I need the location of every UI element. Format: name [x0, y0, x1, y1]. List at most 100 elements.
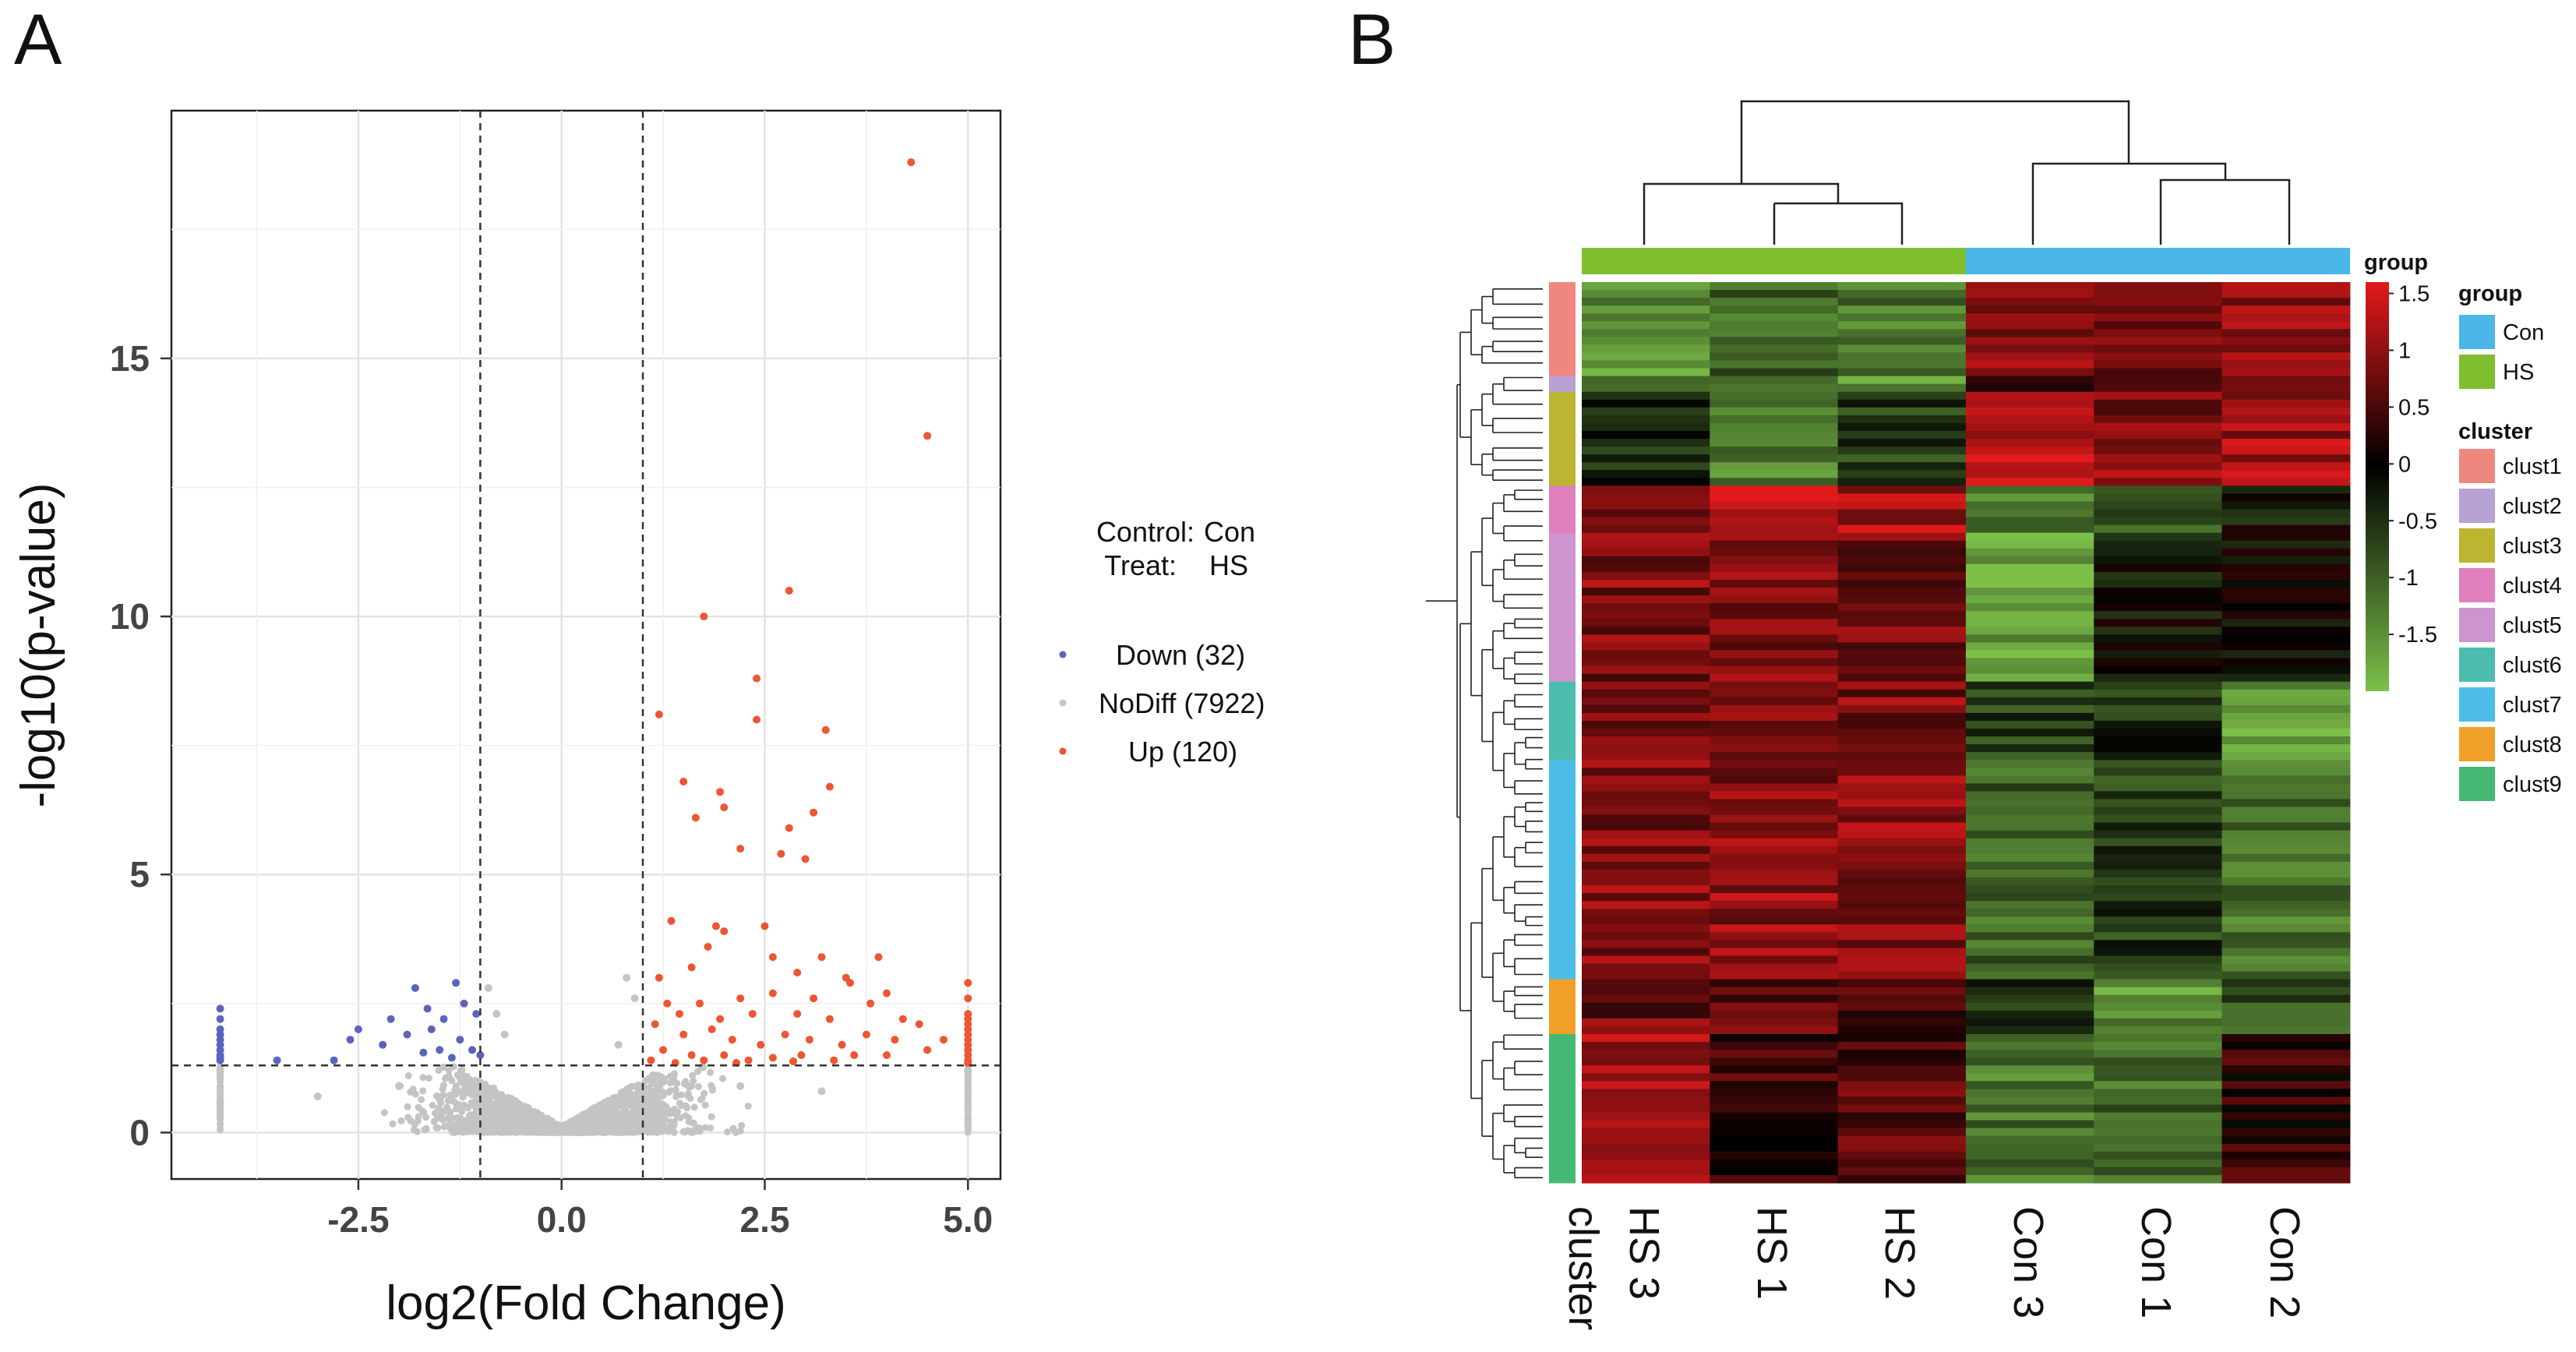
- heatmap-cell: [1582, 853, 1710, 863]
- nodiff-point: [640, 1093, 648, 1101]
- up-point: [720, 927, 729, 936]
- heatmap-cell: [1837, 383, 1967, 393]
- down-point: [472, 1010, 481, 1018]
- heatmap-cell: [1965, 1042, 2094, 1050]
- down-point: [411, 983, 419, 992]
- cluster-legend-swatch: [2459, 489, 2495, 523]
- heatmap-cell: [1710, 1120, 1839, 1129]
- cluster-annotation-clust1: [1549, 282, 1576, 377]
- color-scale-tick-label: -1.5: [2398, 623, 2437, 648]
- heatmap-cell: [1965, 642, 2094, 651]
- heatmap-cell: [2221, 963, 2351, 973]
- heatmap-cell: [1710, 329, 1839, 337]
- heatmap-cell: [1582, 619, 1710, 627]
- heatmap-cell: [1965, 728, 2094, 737]
- heatmap-cell: [1582, 783, 1710, 792]
- heatmap-cell: [1965, 462, 2094, 471]
- heatmap-cell: [1965, 909, 2094, 917]
- nodiff-point: [445, 1114, 453, 1122]
- heatmap-cell: [1965, 681, 2094, 690]
- nodiff-point: [216, 1066, 224, 1075]
- heatmap-cell: [1965, 924, 2094, 933]
- nodiff-point: [468, 1084, 475, 1092]
- heatmap-cell: [1965, 673, 2094, 683]
- heatmap-cell: [1965, 1143, 2094, 1153]
- heatmap-cell: [1710, 760, 1839, 768]
- heatmap-cell: [1837, 454, 1967, 463]
- heatmap-cell: [1965, 869, 2094, 878]
- nodiff-point: [665, 1089, 672, 1096]
- nodiff-point: [395, 1082, 404, 1090]
- heatmap-cell: [1837, 415, 1967, 424]
- heatmap-cell: [1710, 485, 1839, 495]
- up-point: [757, 1040, 765, 1049]
- nodiff-point: [451, 1128, 458, 1136]
- nodiff-point: [433, 1114, 441, 1122]
- nodiff-point: [436, 1110, 444, 1117]
- heatmap-cell: [2221, 736, 2351, 745]
- heatmap-cell: [1710, 579, 1839, 588]
- heatmap-cell: [1582, 658, 1710, 667]
- group-bar-con: [1966, 248, 2350, 274]
- nodiff-point: [650, 1103, 658, 1111]
- up-point: [964, 979, 972, 987]
- heatmap-cell: [1710, 407, 1839, 416]
- heatmap-cell: [2221, 290, 2351, 298]
- nodiff-point: [658, 1100, 666, 1108]
- nodiff-point: [472, 1116, 480, 1124]
- heatmap-cell: [1710, 940, 1839, 949]
- heatmap-cell: [2221, 1143, 2351, 1153]
- heatmap-cell: [1582, 634, 1710, 643]
- heatmap-cell: [1965, 447, 2094, 455]
- heatmap-cell: [1965, 861, 2094, 870]
- heatmap-cell: [1965, 1135, 2094, 1145]
- up-point: [708, 1025, 716, 1033]
- heatmap-cell: [1582, 454, 1710, 463]
- up-point: [810, 808, 818, 817]
- nodiff-point: [964, 1074, 972, 1082]
- heatmap-cell: [1837, 916, 1967, 925]
- heatmap-cell: [1965, 814, 2094, 824]
- down-point: [439, 1015, 448, 1023]
- heatmap-cell: [2094, 509, 2223, 518]
- heatmap-cell: [2221, 439, 2351, 447]
- heatmap-cell: [1965, 799, 2094, 808]
- heatmap-cell: [2221, 885, 2351, 894]
- nodiff-point: [744, 1103, 752, 1110]
- heatmap-cell: [2094, 893, 2223, 902]
- heatmap-cell: [2094, 1112, 2223, 1121]
- col-dend-con1-con2: [2159, 178, 2291, 245]
- nodiff-point: [626, 1123, 633, 1131]
- heatmap-cell: [1837, 462, 1967, 471]
- heatmap-cell: [1837, 571, 1967, 581]
- up-point: [679, 778, 688, 785]
- heatmap-cell: [1710, 478, 1839, 486]
- heatmap-cell: [1965, 893, 2094, 902]
- heatmap-cell: [1582, 540, 1710, 549]
- heatmap-cell: [2094, 768, 2223, 776]
- heatmap-cell: [1965, 540, 2094, 549]
- heatmap-cell: [1710, 524, 1839, 534]
- heatmap-cell: [2094, 728, 2223, 737]
- heatmap-cell: [1837, 861, 1967, 870]
- nodiff-point: [621, 1090, 629, 1098]
- heatmap-cell: [1710, 1073, 1839, 1082]
- heatmap-cell: [2094, 391, 2223, 401]
- heatmap-cell: [2221, 540, 2351, 549]
- heatmap-cell: [1965, 791, 2094, 800]
- heatmap-cell: [1710, 744, 1839, 753]
- heatmap-cell: [2221, 556, 2351, 565]
- up-point: [736, 994, 745, 1003]
- heatmap-cell: [1837, 532, 1967, 542]
- group-legend-label-hs: HS: [2503, 360, 2534, 385]
- heatmap-cell: [2094, 1159, 2223, 1168]
- heatmap-cell: [1582, 845, 1710, 855]
- heatmap-cell: [1582, 877, 1710, 886]
- heatmap-cell: [1710, 728, 1839, 737]
- group-legend-swatch-con: [2459, 315, 2495, 349]
- heatmap-cell: [2094, 869, 2223, 878]
- heatmap-cell: [1710, 563, 1839, 573]
- heatmap-cell: [1582, 1112, 1710, 1121]
- heatmap-cell: [1582, 893, 1710, 902]
